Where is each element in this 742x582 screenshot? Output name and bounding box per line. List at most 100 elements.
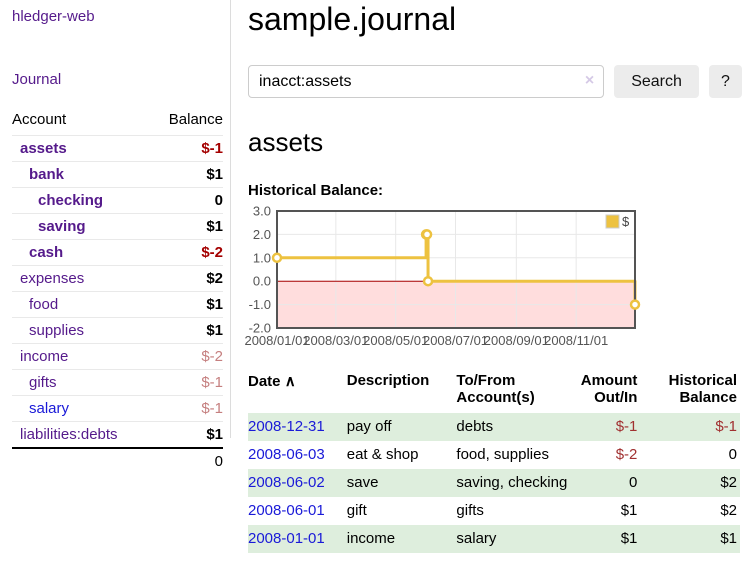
svg-text:2008/09/01: 2008/09/01 <box>484 333 549 348</box>
svg-text:2008/07/01: 2008/07/01 <box>423 333 488 348</box>
transaction-accounts: food, supplies <box>456 446 549 463</box>
account-link[interactable]: bank <box>12 161 152 188</box>
transaction-accounts: saving, checking <box>456 474 568 491</box>
svg-text:2008/11/01: 2008/11/01 <box>544 333 608 348</box>
search-button[interactable]: Search <box>614 65 699 98</box>
account-balance: $1 <box>151 161 223 188</box>
transaction-row: 2008-06-01 gift gifts $1 $2 <box>248 497 740 525</box>
transactions-header-row: Date ∧ Description To/From Account(s) Am… <box>248 370 740 413</box>
chart-title: Historical Balance: <box>248 182 384 199</box>
sidebar-item-journal[interactable]: Journal <box>12 71 62 88</box>
transaction-description: gift <box>346 502 367 519</box>
accounts-total-value: 0 <box>151 447 223 474</box>
transaction-amount: $-2 <box>615 446 638 463</box>
transaction-row: 2008-12-31 pay off debts $-1 $-1 <box>248 413 740 441</box>
transaction-description: eat & shop <box>346 446 419 463</box>
transaction-balance: $2 <box>720 474 737 491</box>
svg-text:$: $ <box>622 214 630 229</box>
svg-text:0.0: 0.0 <box>253 274 271 289</box>
svg-text:2008/03/01: 2008/03/01 <box>303 333 368 348</box>
svg-text:-2.0: -2.0 <box>249 321 271 336</box>
transaction-description: income <box>346 530 396 547</box>
transaction-balance: $1 <box>720 530 737 547</box>
accounts-table: Account Balance assets $-1 bank $1 check… <box>12 109 223 474</box>
account-link[interactable]: assets <box>12 135 152 162</box>
column-header-balance: Historical Balance <box>668 372 737 406</box>
account-row-expenses: expenses $2 <box>12 265 223 292</box>
account-row-saving: saving $1 <box>12 213 223 240</box>
account-balance: $1 <box>151 421 223 448</box>
transaction-amount: $1 <box>620 530 638 547</box>
account-link[interactable]: liabilities:debts <box>12 421 152 448</box>
transaction-balance: 0 <box>728 446 737 463</box>
svg-text:-1.0: -1.0 <box>249 297 271 312</box>
transaction-date-link[interactable]: 2008-06-03 <box>248 446 325 463</box>
transaction-balance: $2 <box>720 502 737 519</box>
account-link[interactable]: income <box>12 343 152 370</box>
main-content: sample.journal × Search ? assets Histori… <box>244 0 742 553</box>
transaction-accounts: gifts <box>456 502 484 519</box>
transaction-row: 2008-01-01 income salary $1 $1 <box>248 525 740 553</box>
account-link[interactable]: supplies <box>12 317 152 344</box>
account-link[interactable]: gifts <box>12 369 152 396</box>
svg-text:2.0: 2.0 <box>253 227 271 242</box>
account-link[interactable]: saving <box>12 213 152 240</box>
svg-text:2008/05/01: 2008/05/01 <box>363 333 428 348</box>
column-header-date[interactable]: Date ∧ <box>248 373 296 390</box>
account-row-cash: cash $-2 <box>12 239 223 266</box>
account-row-food: food $1 <box>12 291 223 318</box>
accounts-header-row: Account Balance <box>12 109 223 136</box>
transaction-description: save <box>346 474 379 491</box>
search-input[interactable] <box>248 65 605 98</box>
transaction-description: pay off <box>346 418 392 435</box>
account-balance: $-2 <box>151 239 223 266</box>
account-row-checking: checking 0 <box>12 187 223 214</box>
transaction-amount: 0 <box>629 474 638 491</box>
account-row-bank: bank $1 <box>12 161 223 188</box>
account-balance: $1 <box>151 291 223 318</box>
column-header-description: Description <box>346 372 430 389</box>
account-link[interactable]: expenses <box>12 265 152 292</box>
account-balance: $1 <box>151 317 223 344</box>
account-row-assets: assets $-1 <box>12 135 223 162</box>
sort-ascending-icon: ∧ <box>284 373 296 390</box>
svg-text:3.0: 3.0 <box>253 204 271 219</box>
account-row-supplies: supplies $1 <box>12 317 223 344</box>
svg-text:2008/01/01: 2008/01/01 <box>244 333 309 348</box>
column-header-amount: Amount Out/In <box>580 372 638 406</box>
svg-text:1.0: 1.0 <box>253 250 271 265</box>
account-balance: $-2 <box>151 343 223 370</box>
transaction-date-link[interactable]: 2008-12-31 <box>248 418 325 435</box>
clear-search-icon[interactable]: × <box>584 72 595 89</box>
account-row-gifts: gifts $-1 <box>12 369 223 396</box>
transaction-row: 2008-06-02 save saving, checking 0 $2 <box>248 469 740 497</box>
transaction-balance: $-1 <box>715 418 737 435</box>
account-balance: $-1 <box>151 135 223 162</box>
account-heading: assets <box>248 127 324 157</box>
account-link[interactable]: salary <box>12 395 152 422</box>
transaction-amount: $1 <box>620 502 638 519</box>
account-link[interactable]: cash <box>12 239 152 266</box>
transaction-date-link[interactable]: 2008-06-01 <box>248 502 325 519</box>
transaction-row: 2008-06-03 eat & shop food, supplies $-2… <box>248 441 740 469</box>
transaction-date-link[interactable]: 2008-01-01 <box>248 530 325 547</box>
page-title: sample.journal <box>248 1 457 37</box>
account-link[interactable]: checking <box>12 187 152 214</box>
account-row-salary: salary $-1 <box>12 395 223 422</box>
accounts-col-balance: Balance <box>168 111 223 128</box>
transaction-accounts: salary <box>456 530 497 547</box>
historical-balance-chart: 2008/01/012008/03/012008/05/012008/07/01… <box>244 204 641 348</box>
column-header-accounts: To/From Account(s) <box>456 372 535 406</box>
account-balance: 0 <box>151 187 223 214</box>
account-balance: $-1 <box>151 369 223 396</box>
account-link[interactable]: food <box>12 291 152 318</box>
help-button[interactable]: ? <box>708 65 742 98</box>
accounts-total-row: 0 <box>12 447 223 474</box>
transaction-date-link[interactable]: 2008-06-02 <box>248 474 325 491</box>
transactions-table: Date ∧ Description To/From Account(s) Am… <box>248 370 740 553</box>
account-row-liabilities-debts: liabilities:debts $1 <box>12 421 223 448</box>
account-row-income: income $-2 <box>12 343 223 370</box>
transaction-amount: $-1 <box>615 418 638 435</box>
transaction-accounts: debts <box>456 418 494 435</box>
app-brand-link[interactable]: hledger-web <box>12 8 95 25</box>
